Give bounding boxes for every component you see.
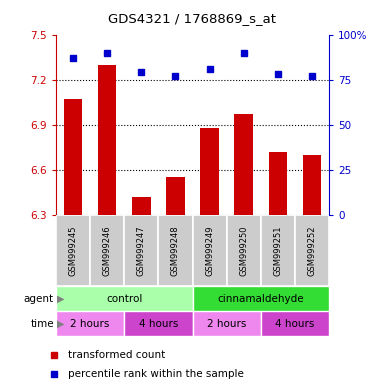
Bar <box>192 286 329 311</box>
Text: agent: agent <box>24 293 54 304</box>
Bar <box>90 215 124 286</box>
Text: GSM999249: GSM999249 <box>205 225 214 276</box>
Text: GSM999252: GSM999252 <box>308 225 316 276</box>
Text: 2 hours: 2 hours <box>70 318 110 329</box>
Bar <box>64 99 82 215</box>
Bar <box>56 311 124 336</box>
Text: GSM999251: GSM999251 <box>273 225 283 276</box>
Text: ▶: ▶ <box>57 318 64 329</box>
Bar <box>56 215 90 286</box>
Text: control: control <box>106 293 142 304</box>
Text: percentile rank within the sample: percentile rank within the sample <box>69 369 244 379</box>
Bar <box>132 197 151 215</box>
Text: 2 hours: 2 hours <box>207 318 246 329</box>
Text: GSM999247: GSM999247 <box>137 225 146 276</box>
Bar <box>192 311 261 336</box>
Bar <box>158 215 192 286</box>
Bar <box>261 215 295 286</box>
Bar <box>268 152 287 215</box>
Bar <box>261 311 329 336</box>
Text: time: time <box>30 318 54 329</box>
Bar <box>234 114 253 215</box>
Bar <box>303 155 321 215</box>
Text: 4 hours: 4 hours <box>275 318 315 329</box>
Bar <box>166 177 185 215</box>
Bar <box>200 128 219 215</box>
Bar <box>98 65 117 215</box>
Bar <box>295 215 329 286</box>
Text: GSM999246: GSM999246 <box>102 225 112 276</box>
Text: GSM999245: GSM999245 <box>69 225 77 276</box>
Text: 4 hours: 4 hours <box>139 318 178 329</box>
Bar <box>124 311 192 336</box>
Text: GSM999250: GSM999250 <box>239 225 248 276</box>
Text: cinnamaldehyde: cinnamaldehyde <box>218 293 304 304</box>
Bar <box>192 215 227 286</box>
Text: ▶: ▶ <box>57 293 64 304</box>
Bar <box>56 286 192 311</box>
Text: GSM999248: GSM999248 <box>171 225 180 276</box>
Bar <box>227 215 261 286</box>
Text: GDS4321 / 1768869_s_at: GDS4321 / 1768869_s_at <box>109 12 276 25</box>
Text: transformed count: transformed count <box>69 350 166 360</box>
Bar <box>124 215 158 286</box>
